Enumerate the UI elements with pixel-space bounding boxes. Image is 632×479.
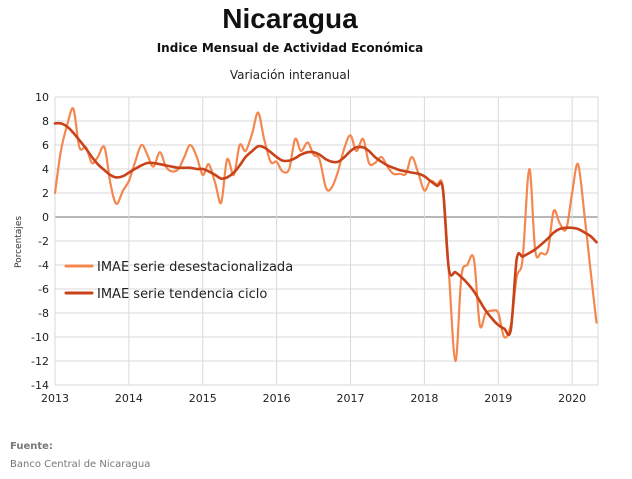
series-lines [53, 107, 598, 363]
y-tick-label: 6 [42, 139, 49, 152]
legend: IMAE serie desestacionalizada IMAE serie… [64, 260, 293, 302]
x-tick-label: 2020 [558, 392, 586, 405]
grid [54, 96, 599, 386]
x-tick-label: 2017 [337, 392, 365, 405]
y-tick-label: -2 [38, 235, 49, 248]
y-tick-label: -8 [38, 307, 49, 320]
source-heading: Fuente: [10, 441, 53, 452]
y-tick-label: 8 [42, 115, 49, 128]
series-tendencia-ciclo-line [53, 121, 598, 337]
y-tick-label: 10 [35, 91, 49, 104]
x-axis-ticks: 2013 2014 2015 2016 2017 2018 2019 2020 [41, 392, 586, 405]
y-axis-ticks: -14 -12 -10 -8 -6 -4 -2 0 2 4 6 8 10 [31, 91, 49, 392]
x-tick-label: 2019 [484, 392, 512, 405]
legend-label-tendencia: IMAE serie tendencia ciclo [97, 287, 267, 302]
series-desestacionalizada-line [53, 107, 598, 363]
y-tick-label: 4 [42, 163, 49, 176]
x-tick-label: 2018 [410, 392, 438, 405]
y-tick-label: -4 [38, 259, 49, 272]
y-tick-label: -12 [31, 355, 49, 368]
chart-title: Nicaragua [222, 3, 358, 34]
y-tick-label: 0 [42, 211, 49, 224]
chart-subtitle-2: Variación interanual [230, 68, 350, 82]
chart-subtitle: Indice Mensual de Actividad Económica [157, 41, 424, 55]
x-tick-label: 2013 [41, 392, 69, 405]
legend-label-desestacionalizada: IMAE serie desestacionalizada [97, 260, 293, 275]
y-tick-label: -6 [38, 283, 49, 296]
x-tick-label: 2015 [189, 392, 217, 405]
y-tick-label: 2 [42, 187, 49, 200]
source-text: Banco Central de Nicaragua [10, 459, 150, 470]
y-tick-label: -14 [31, 379, 49, 392]
y-tick-label: -10 [31, 331, 49, 344]
x-tick-label: 2014 [115, 392, 143, 405]
x-tick-label: 2016 [263, 392, 291, 405]
y-axis-label: Porcentajes [14, 216, 24, 268]
